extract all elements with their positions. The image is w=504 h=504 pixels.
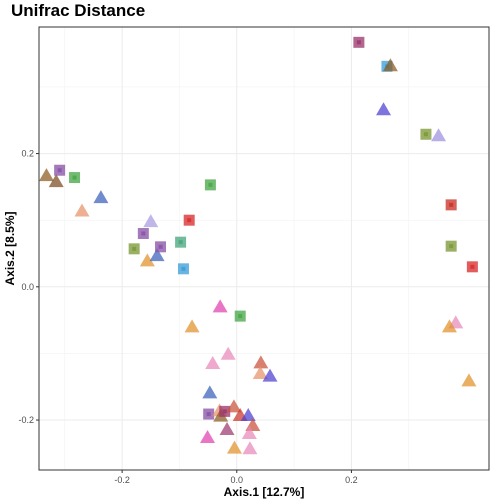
point-square-center [178, 240, 183, 245]
y-tick-label: 0.2 [21, 149, 34, 159]
plot-border [38, 26, 490, 471]
plot-panel [38, 26, 490, 471]
major-grid [39, 27, 489, 470]
point-triangle [461, 373, 477, 387]
minor-grid [39, 27, 489, 470]
y-tick-label: 0.0 [21, 282, 34, 292]
point-square-center [181, 266, 186, 271]
x-axis-title: Axis.1 [12.7%] [224, 485, 305, 499]
point-square-center [187, 218, 192, 223]
point-triangle [38, 168, 54, 182]
point-square-center [222, 409, 227, 414]
point-triangle [240, 407, 256, 421]
y-axis: -0.2 0.0 0.2 [18, 149, 39, 425]
point-triangle [205, 356, 221, 370]
point-square-center [72, 175, 77, 180]
point-square-center [423, 132, 428, 137]
y-axis-title: Axis.2 [8.5%] [3, 211, 17, 285]
point-triangle [220, 346, 236, 360]
point-square-center [470, 264, 475, 269]
point-square-center [449, 244, 454, 249]
point-triangle [143, 214, 159, 228]
data-points [38, 36, 478, 455]
point-triangle [226, 440, 242, 454]
x-tick-label: -0.2 [114, 475, 130, 485]
point-triangle [219, 421, 235, 435]
point-square-center [132, 246, 137, 251]
point-square-center [158, 244, 163, 249]
point-triangle [93, 190, 109, 204]
point-triangle [253, 355, 269, 369]
point-square-center [238, 314, 243, 319]
point-triangle [252, 366, 268, 380]
point-triangle [200, 429, 216, 443]
y-tick-label: -0.2 [18, 415, 34, 425]
point-triangle [382, 58, 398, 72]
x-tick-label: 0.0 [231, 475, 244, 485]
point-triangle [241, 425, 257, 439]
point-triangle [226, 399, 242, 413]
point-triangle [376, 102, 392, 116]
point-triangle [48, 174, 64, 188]
x-axis: -0.2 0.0 0.2 [114, 470, 358, 485]
point-triangle [74, 203, 90, 217]
chart-title: Unifrac Distance [11, 1, 146, 20]
point-triangle [441, 319, 457, 333]
x-tick-label: 0.2 [345, 475, 358, 485]
point-square-center [208, 182, 213, 187]
point-square-center [356, 40, 361, 45]
point-square-center [57, 168, 62, 173]
point-triangle [262, 368, 278, 382]
point-triangle [431, 128, 447, 142]
point-triangle [139, 253, 155, 267]
point-triangle [212, 299, 228, 313]
point-triangle [242, 441, 258, 455]
point-square-center [206, 412, 211, 417]
point-triangle [149, 248, 165, 262]
point-square-center [141, 231, 146, 236]
point-triangle [202, 385, 218, 399]
point-square-center [449, 202, 454, 207]
point-triangle [184, 319, 200, 333]
